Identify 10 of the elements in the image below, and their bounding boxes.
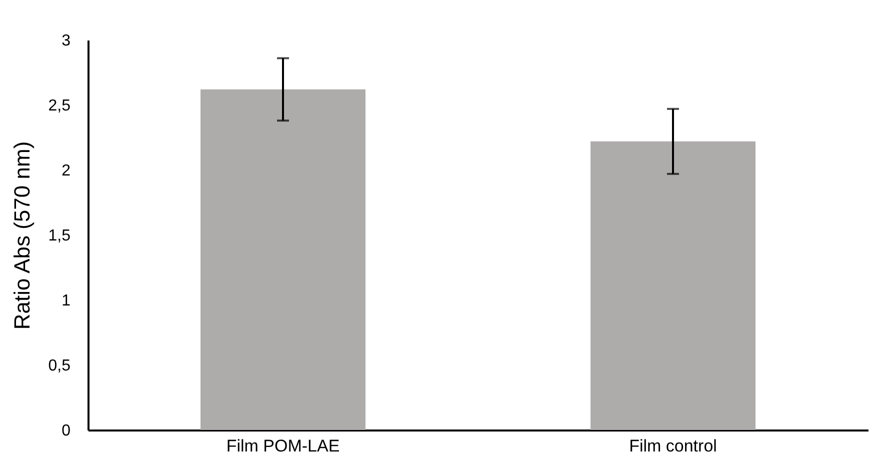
y-axis-title: Ratio Abs (570 nm) bbox=[9, 141, 34, 330]
x-tick-label: Film POM-LAE bbox=[226, 436, 340, 456]
y-tick-label: 2,5 bbox=[48, 98, 71, 114]
y-tick-label: 1 bbox=[62, 292, 71, 310]
y-tick-label: 2 bbox=[62, 162, 71, 180]
y-tick-label: 0,5 bbox=[48, 358, 71, 374]
y-tick-label: 0 bbox=[62, 422, 71, 440]
x-tick-label: Film control bbox=[629, 436, 717, 456]
y-tick-label: 3 bbox=[62, 32, 71, 50]
y-tick-label: 1,5 bbox=[48, 228, 71, 244]
